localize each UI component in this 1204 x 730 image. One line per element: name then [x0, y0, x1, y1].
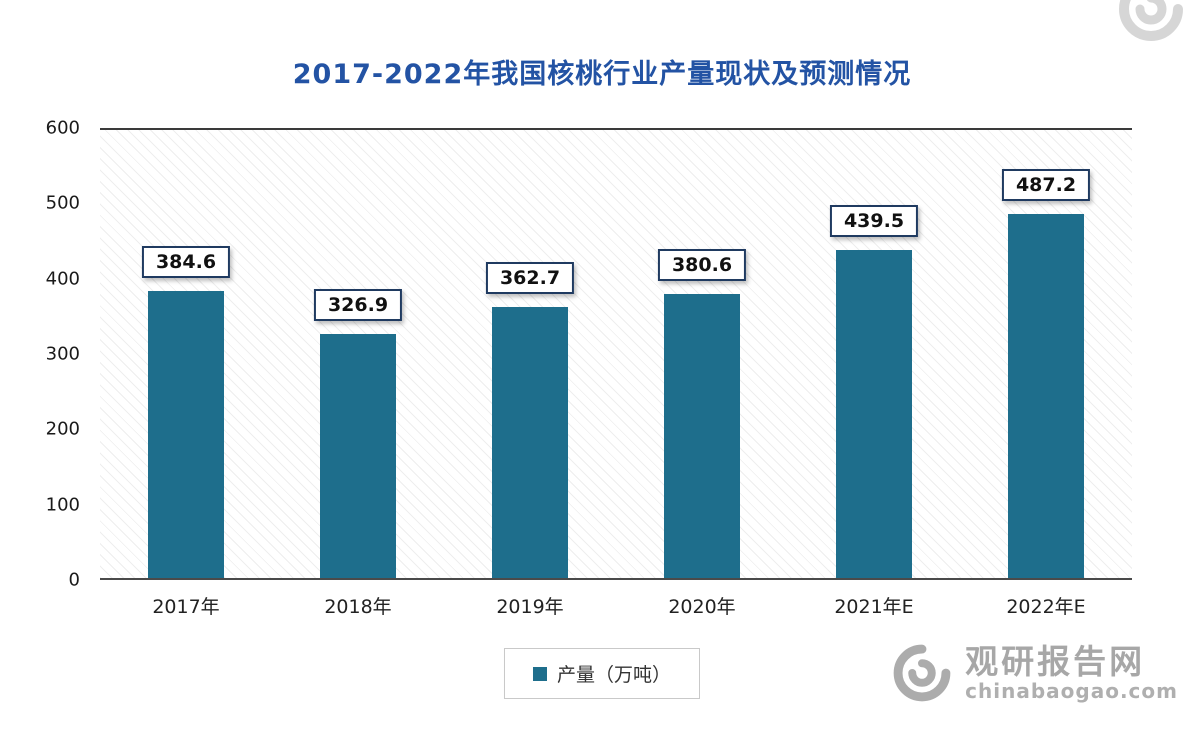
- bar-value-label: 362.7: [485, 262, 575, 295]
- watermark-site-name: 观研报告网: [965, 641, 1146, 681]
- y-axis-tick-label: 400: [45, 268, 80, 290]
- x-axis-label: 2020年: [668, 596, 736, 618]
- y-axis-tick-label: 100: [45, 494, 80, 516]
- watermark-logo-icon: [893, 644, 951, 702]
- watermark-text: 观研报告网 chinabaogao.com: [965, 641, 1178, 704]
- bar-value-label: 487.2: [1001, 169, 1091, 202]
- y-axis-tick-label: 200: [45, 418, 80, 440]
- bar-value-label: 384.6: [141, 245, 231, 278]
- bar-slot: 326.9: [272, 130, 444, 578]
- legend: 产量（万吨）: [503, 648, 701, 699]
- bar-slot: 384.6: [100, 130, 272, 578]
- bar-value-label: 439.5: [829, 204, 919, 237]
- x-axis-label: 2019年: [496, 596, 564, 618]
- legend-label: 产量（万吨）: [556, 664, 672, 686]
- x-axis: 2017年 2018年 2019年 2020年 2021年E 2022年E: [100, 592, 1132, 619]
- plot-area: 384.6 326.9 362.7 380.6 439.5 487.2: [100, 128, 1132, 580]
- y-axis-tick-label: 600: [45, 117, 80, 139]
- x-axis-label: 2018年: [324, 596, 392, 618]
- bar-2022年E: [1008, 214, 1084, 578]
- y-axis-tick-label: 0: [68, 569, 80, 591]
- x-axis-label: 2021年E: [834, 596, 914, 618]
- chart-title: 2017-2022年我国核桃行业产量现状及预测情况: [292, 59, 912, 90]
- y-axis-tick-label: 500: [45, 192, 80, 214]
- bar-slot: 380.6: [616, 130, 788, 578]
- bars-area: 384.6 326.9 362.7 380.6 439.5 487.2: [100, 130, 1132, 578]
- watermark-corner-logo-icon: [1119, 0, 1183, 41]
- y-axis-tick-label: 300: [45, 343, 80, 365]
- bar-slot: 487.2: [960, 130, 1132, 578]
- bar-value-label: 380.6: [657, 248, 747, 281]
- y-axis: 0 100 200 300 400 500 600: [0, 118, 92, 591]
- bar-slot: 439.5: [788, 130, 960, 578]
- bar-2019年: [492, 307, 568, 578]
- legend-swatch-icon: [532, 666, 547, 681]
- bar-2018年: [320, 333, 396, 578]
- watermark-domain: chinabaogao.com: [965, 679, 1178, 704]
- x-axis-label: 2017年: [152, 596, 220, 618]
- bar-slot: 362.7: [444, 130, 616, 578]
- bar-2017年: [148, 290, 224, 578]
- watermark: 观研报告网 chinabaogao.com: [891, 642, 1178, 704]
- x-axis-label: 2022年E: [1006, 596, 1086, 618]
- bar-value-label: 326.9: [313, 288, 403, 321]
- bar-2020年: [664, 293, 740, 578]
- bar-2021年E: [836, 249, 912, 578]
